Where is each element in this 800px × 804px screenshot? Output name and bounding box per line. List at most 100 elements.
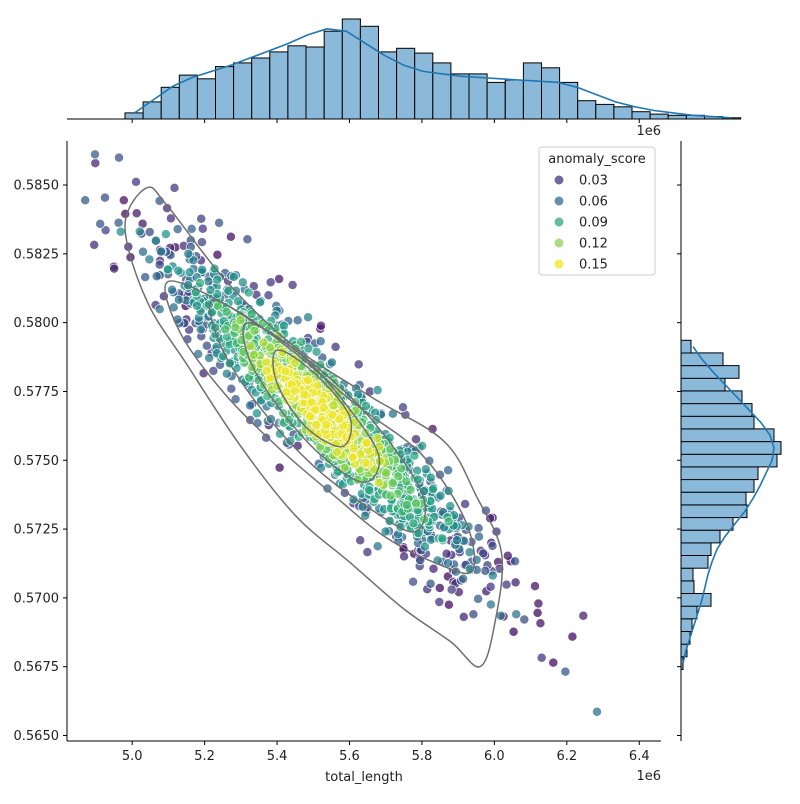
scatter-point	[162, 203, 173, 214]
scatter-point	[434, 597, 445, 607]
y-tick-label: 0.5825	[14, 247, 60, 262]
scatter-point	[246, 309, 257, 319]
top-histogram-bar	[359, 25, 379, 120]
legend: anomaly_score 0.03 0.06 0.09 0.12 0.15	[538, 146, 656, 276]
top-histogram-bar	[378, 51, 398, 120]
scatter-point	[287, 280, 298, 290]
scatter-point	[242, 234, 253, 245]
scatter-point	[408, 576, 419, 587]
scatter-point	[220, 324, 231, 335]
scatter-point	[285, 435, 296, 446]
scatter-point	[311, 346, 322, 357]
legend-marker	[553, 237, 565, 249]
x-tick-label: 6.4	[629, 749, 650, 764]
scatter-point	[425, 578, 436, 589]
scatter-point	[471, 554, 482, 565]
scatter-point	[197, 264, 208, 275]
scatter-point	[441, 548, 452, 559]
scatter-point	[292, 315, 303, 326]
scatter-point	[592, 706, 602, 717]
scatter-point	[435, 490, 446, 501]
right-histogram-bar	[680, 479, 755, 493]
top-histogram-bar	[432, 62, 452, 120]
scatter-point	[115, 226, 126, 237]
scatter-point	[519, 614, 530, 625]
scatter-point	[326, 357, 337, 368]
top-histogram-bar	[613, 106, 633, 120]
scatter-point	[533, 598, 544, 609]
scatter-point	[535, 618, 546, 629]
scatter-point	[90, 149, 100, 160]
scatter-point	[274, 462, 285, 473]
scatter-point	[109, 263, 120, 274]
right-histogram-bar	[680, 618, 693, 632]
scatter-point	[360, 457, 371, 468]
top-histogram-bar	[450, 73, 470, 120]
scatter-point	[321, 419, 331, 430]
scatter-point	[151, 271, 162, 282]
scatter-point	[138, 246, 148, 257]
scatter-point	[437, 533, 448, 544]
x-axis-title: total_length	[325, 770, 403, 785]
scatter-point	[348, 494, 359, 505]
scatter-point	[303, 375, 313, 386]
scatter-point	[315, 336, 326, 347]
x-tick-label: 5.6	[339, 749, 360, 764]
scatter-point	[362, 547, 373, 558]
scatter-point	[261, 357, 272, 368]
scatter-point	[485, 581, 496, 592]
scatter-point	[173, 265, 184, 276]
scatter-point	[221, 368, 232, 379]
kde-contour-line	[164, 280, 476, 575]
scatter-point	[223, 285, 234, 296]
scatter-point	[261, 365, 272, 376]
scatter-point	[237, 277, 248, 288]
x-tick-label: 6.2	[556, 749, 577, 764]
scatter-point	[501, 579, 512, 590]
right-histogram-bar	[680, 466, 759, 481]
scatter-point	[312, 380, 323, 391]
top-histogram-bar	[504, 79, 524, 120]
x-tick-label: 5.8	[412, 749, 433, 764]
top-histogram-bar	[667, 114, 687, 120]
scatter-point	[385, 490, 396, 501]
right-histogram-bar	[680, 517, 734, 531]
scatter-point	[411, 434, 421, 445]
top-histogram-bar	[305, 46, 325, 120]
scatter-point	[487, 540, 498, 551]
scatter-point	[100, 225, 111, 236]
scatter-point	[360, 510, 371, 521]
y-tick-label: 0.5775	[14, 385, 60, 400]
scatter-point	[144, 227, 155, 237]
scatter-point	[567, 631, 578, 642]
scatter-point	[252, 418, 263, 429]
top-histogram-bar	[577, 100, 597, 120]
legend-marker	[553, 258, 565, 270]
scatter-point	[328, 400, 339, 411]
kde-contour-line	[124, 186, 504, 668]
scatter-point	[311, 420, 322, 430]
kde-contour-line	[272, 349, 353, 448]
scatter-point	[578, 610, 589, 621]
scatter-point	[420, 541, 430, 552]
right-histogram-bar	[680, 555, 709, 569]
scatter-point	[261, 432, 272, 443]
y-tick-label: 0.5725	[14, 523, 60, 538]
right-histogram-bar	[680, 403, 753, 417]
top-histogram-bar	[251, 57, 271, 120]
right-histogram-bar	[680, 377, 726, 392]
top-histogram-bar	[649, 113, 669, 120]
scatter-point	[473, 523, 484, 534]
scatter-point	[402, 500, 412, 510]
scatter-point	[361, 400, 371, 411]
top-histogram-bar	[722, 117, 742, 120]
scatter-point	[393, 471, 404, 482]
top-kde-curve	[134, 27, 732, 119]
scatter-point	[243, 287, 254, 298]
scatter-point	[474, 531, 484, 542]
right-histogram-bar	[680, 504, 748, 519]
y-tick-label: 0.5650	[14, 729, 60, 744]
right-histogram-bar	[680, 428, 775, 443]
top-histogram-bar	[215, 66, 235, 120]
